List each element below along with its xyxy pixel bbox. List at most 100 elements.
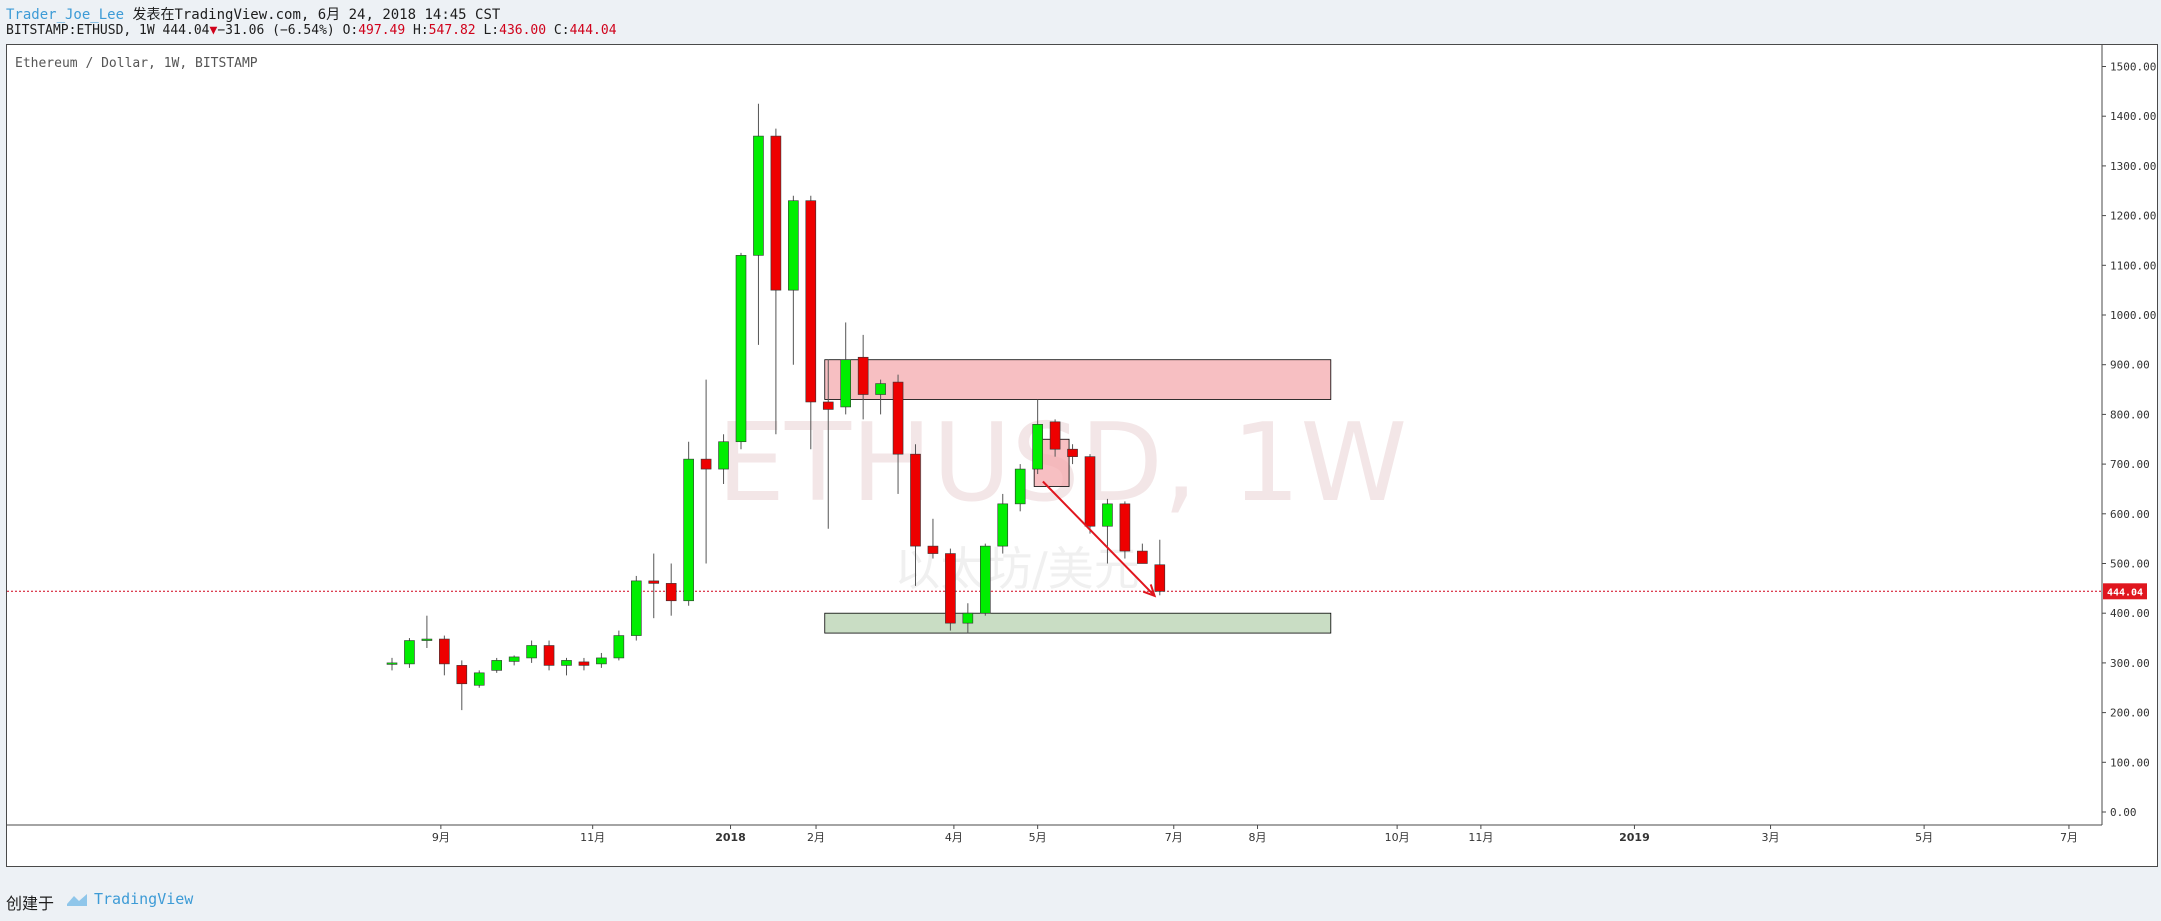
candle-up [1102,503,1113,527]
x-tick-label: 11月 [1468,831,1493,844]
x-tick-label: 5月 [1029,831,1047,844]
x-tick-label: 3月 [1762,831,1780,844]
chart-frame[interactable] [6,44,2158,867]
y-tick-label: 600.00 [2110,508,2150,521]
y-tick-label: 900.00 [2110,359,2150,372]
candle-up [683,458,694,602]
candle-down [1067,448,1078,457]
x-tick-label: 5月 [1915,831,1933,844]
candle-down [665,583,677,602]
resistance-zone [824,359,1332,400]
y-tick-label: 1500.00 [2110,61,2156,74]
price-change: −31.06 (−6.54%) [217,23,335,38]
y-tick-label: 0.00 [2110,806,2137,819]
candle-down [456,665,468,685]
x-tick-label: 9月 [432,831,450,844]
support-zone [824,612,1332,634]
candle-down [648,580,660,584]
candle-up [788,200,799,291]
candle-up [718,441,729,470]
candle-up [491,660,503,671]
low-label: L: [483,23,500,38]
open-value: 497.49 [358,23,406,38]
candle-down [770,135,782,291]
candle-up [840,359,852,408]
x-tick-label: 4月 [945,831,963,844]
candle-up [630,580,642,636]
y-tick-label: 1100.00 [2110,259,2156,272]
x-tick-label: 8月 [1249,831,1267,844]
candle-up [508,656,520,662]
candle-up [962,612,974,624]
author-link[interactable]: Trader_Joe_Lee [6,7,125,23]
candle-up [421,638,433,641]
candle-down [945,553,956,624]
open-label: O: [342,23,359,38]
x-tick-label: 7月 [2060,831,2078,844]
x-tick-label: 2018 [715,831,746,844]
y-tick-label: 500.00 [2110,558,2150,571]
candle-down [578,661,590,666]
last-price-badge [2103,583,2147,600]
candle-down [700,458,712,470]
candle-up [561,660,572,666]
candle-up [875,383,886,395]
y-tick-label: 700.00 [2110,458,2150,471]
candle-up [613,635,625,659]
y-tick-label: 300.00 [2110,657,2150,670]
x-tick-label: 10月 [1385,831,1410,844]
x-tick-label: 11月 [580,831,605,844]
candle-down [1084,456,1096,527]
symbol-line: BITSTAMP:ETHUSD, 1W 444.04 [6,23,210,38]
x-tick-label: 7月 [1165,831,1183,844]
candle-down [1049,421,1061,450]
y-tick-label: 1400.00 [2110,110,2156,123]
candle-up [386,662,398,665]
candle-up [997,503,1009,547]
chart-title: Ethereum / Dollar, 1W, BITSTAMP [15,56,258,71]
y-tick-label: 1200.00 [2110,210,2156,223]
down-arrow-icon: ▼ [209,23,218,38]
candle-down [1154,564,1166,592]
high-label: H: [413,23,429,38]
y-tick-label: 1000.00 [2110,309,2156,322]
candle-up [404,640,415,665]
x-tick-label: 2019 [1619,831,1650,844]
candle-down [822,401,834,410]
published-on: 发表在TradingView.com, 6月 24, 2018 14:45 CS… [132,7,501,23]
candle-down [927,545,939,554]
candle-up [596,657,607,665]
trend-arrow-head-icon [1142,584,1157,598]
candle-up [526,645,537,659]
tradingview-brand[interactable]: TradingView [66,890,193,908]
candle-up [979,545,991,614]
candle-up [753,135,764,256]
tradingview-label: TradingView [94,890,194,908]
y-tick-label: 1300.00 [2110,160,2156,173]
tradingview-logo-icon [67,893,87,906]
ohlc-line: BITSTAMP:ETHUSD, 1W 444.04▼−31.06 (−6.54… [6,23,617,38]
candle-up [1032,424,1043,470]
high-value: 547.82 [428,23,476,38]
publish-info: Trader_Joe_Lee 发表在TradingView.com, 6月 24… [6,4,500,24]
last-price-label: 444.04 [2107,587,2143,598]
candle-down [857,356,869,395]
candle-down [1137,550,1148,564]
candle-down [892,381,904,455]
close-value: 444.04 [569,23,617,38]
candle-down [439,638,450,665]
y-tick-label: 200.00 [2110,707,2150,720]
candle-down [1119,503,1131,552]
candle-up [1014,468,1026,505]
low-value: 436.00 [499,23,547,38]
trend-arrow-line [1042,480,1156,597]
candle-up [735,255,747,443]
y-tick-label: 800.00 [2110,408,2150,421]
y-tick-label: 100.00 [2110,756,2150,769]
created-with-label: 创建于 [6,894,55,913]
candle-down [910,453,921,547]
candle-down [805,200,817,403]
y-tick-label: 400.00 [2110,607,2150,620]
x-tick-label: 2月 [807,831,825,844]
